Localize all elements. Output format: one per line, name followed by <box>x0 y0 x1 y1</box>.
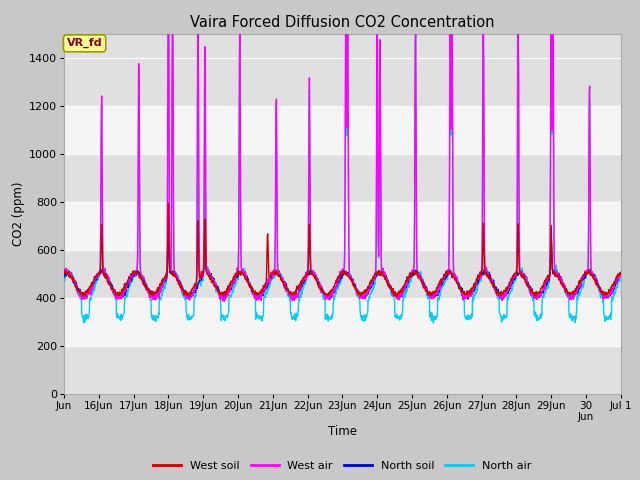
Title: Vaira Forced Diffusion CO2 Concentration: Vaira Forced Diffusion CO2 Concentration <box>190 15 495 30</box>
Y-axis label: CO2 (ppm): CO2 (ppm) <box>12 181 25 246</box>
Bar <box>64 106 621 154</box>
Bar <box>64 298 621 346</box>
Legend: West soil, West air, North soil, North air: West soil, West air, North soil, North a… <box>149 457 536 476</box>
Bar <box>64 154 621 202</box>
Bar <box>64 346 621 394</box>
X-axis label: Time: Time <box>328 425 357 438</box>
Bar <box>64 250 621 298</box>
Bar <box>64 58 621 106</box>
Bar <box>64 202 621 250</box>
Text: VR_fd: VR_fd <box>67 38 102 48</box>
